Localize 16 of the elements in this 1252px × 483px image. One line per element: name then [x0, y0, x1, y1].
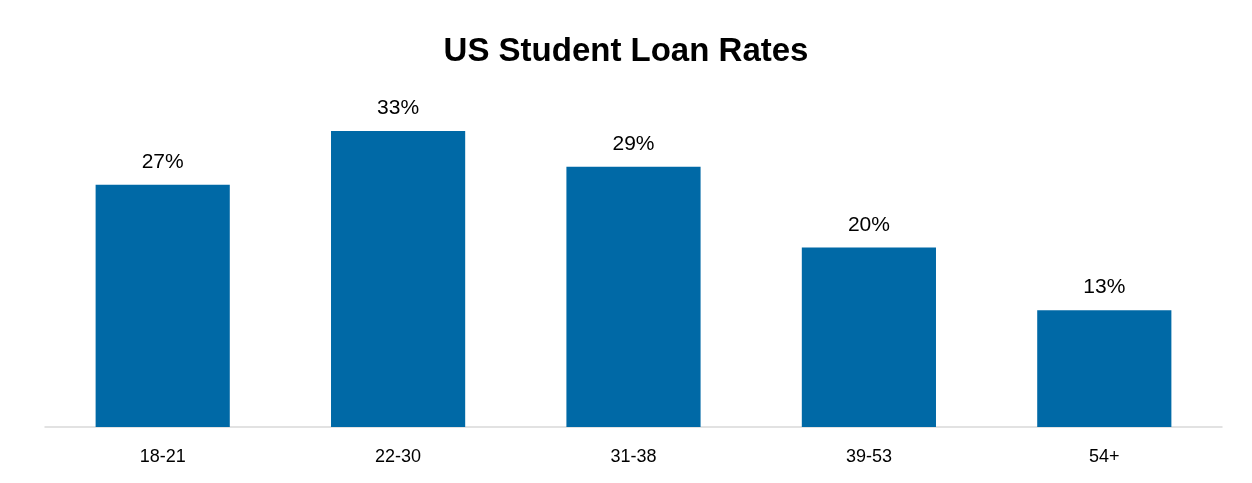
bar: [95, 184, 230, 427]
x-tick-label: 22-30: [375, 446, 422, 466]
x-tick-label: 39-53: [845, 446, 892, 466]
x-tick-label: 18-21: [139, 446, 186, 466]
x-tick-label: 31-38: [610, 446, 657, 466]
bar: [1037, 310, 1172, 427]
data-label: 33%: [377, 94, 420, 118]
x-tick-label: 54+: [1089, 446, 1120, 466]
bar: [331, 130, 466, 427]
data-label: 29%: [612, 130, 655, 154]
data-label: 20%: [847, 211, 890, 235]
chart-title: US Student Loan Rates: [443, 31, 809, 68]
bar: [566, 166, 701, 427]
data-label: 13%: [1083, 274, 1126, 298]
data-label: 27%: [141, 148, 184, 172]
bar: [801, 247, 936, 427]
